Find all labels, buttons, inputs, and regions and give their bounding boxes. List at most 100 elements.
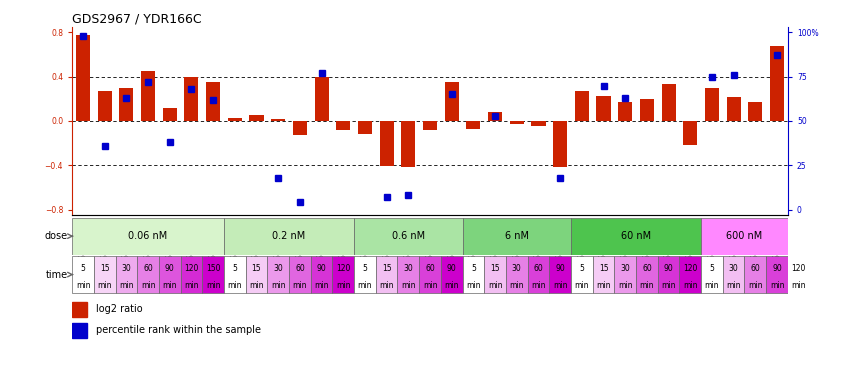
Text: 15: 15 xyxy=(251,264,261,273)
FancyBboxPatch shape xyxy=(202,256,224,293)
Text: min: min xyxy=(380,281,394,290)
Bar xyxy=(98,91,112,121)
Bar xyxy=(184,77,199,121)
Text: 90: 90 xyxy=(317,264,327,273)
Bar xyxy=(575,91,589,121)
Text: GDS2967 / YDR166C: GDS2967 / YDR166C xyxy=(72,13,202,26)
Text: min: min xyxy=(271,281,285,290)
FancyBboxPatch shape xyxy=(658,256,679,293)
Text: 15: 15 xyxy=(100,264,110,273)
Bar xyxy=(640,99,654,121)
Text: 150: 150 xyxy=(206,264,221,273)
Bar xyxy=(748,102,762,121)
Text: min: min xyxy=(401,281,415,290)
Text: min: min xyxy=(445,281,459,290)
Text: 5: 5 xyxy=(471,264,475,273)
Text: 90: 90 xyxy=(447,264,457,273)
FancyBboxPatch shape xyxy=(138,256,159,293)
FancyBboxPatch shape xyxy=(593,256,615,293)
Text: 90: 90 xyxy=(772,264,782,273)
Text: 60: 60 xyxy=(425,264,435,273)
Text: min: min xyxy=(466,281,481,290)
FancyBboxPatch shape xyxy=(224,256,245,293)
Text: dose: dose xyxy=(45,231,68,241)
Text: min: min xyxy=(162,281,177,290)
Text: min: min xyxy=(98,281,112,290)
Text: 120: 120 xyxy=(683,264,698,273)
Text: min: min xyxy=(727,281,741,290)
FancyBboxPatch shape xyxy=(333,256,354,293)
Text: 0.6 nM: 0.6 nM xyxy=(391,231,424,241)
Text: 60: 60 xyxy=(533,264,543,273)
Text: min: min xyxy=(683,281,698,290)
Bar xyxy=(553,121,567,167)
FancyBboxPatch shape xyxy=(484,256,506,293)
FancyBboxPatch shape xyxy=(181,256,202,293)
Text: 90: 90 xyxy=(555,264,565,273)
Text: 120: 120 xyxy=(336,264,351,273)
Text: 90: 90 xyxy=(664,264,673,273)
Text: 30: 30 xyxy=(273,264,283,273)
FancyBboxPatch shape xyxy=(289,256,311,293)
Text: min: min xyxy=(228,281,242,290)
Text: 30: 30 xyxy=(121,264,132,273)
Text: min: min xyxy=(119,281,133,290)
Text: min: min xyxy=(357,281,372,290)
Bar xyxy=(531,121,546,126)
Text: min: min xyxy=(206,281,221,290)
Text: min: min xyxy=(293,281,307,290)
Text: 15: 15 xyxy=(490,264,500,273)
Bar xyxy=(727,97,740,121)
Text: min: min xyxy=(423,281,437,290)
FancyBboxPatch shape xyxy=(549,256,571,293)
FancyBboxPatch shape xyxy=(615,256,636,293)
FancyBboxPatch shape xyxy=(701,256,722,293)
FancyBboxPatch shape xyxy=(506,256,527,293)
FancyBboxPatch shape xyxy=(159,256,181,293)
Bar xyxy=(72,323,87,338)
Bar xyxy=(228,118,242,121)
Text: 60: 60 xyxy=(642,264,652,273)
Bar xyxy=(250,116,263,121)
Text: 5: 5 xyxy=(233,264,237,273)
Bar xyxy=(380,121,394,166)
Text: min: min xyxy=(596,281,610,290)
Text: 30: 30 xyxy=(512,264,521,273)
Bar xyxy=(402,121,415,167)
FancyBboxPatch shape xyxy=(788,256,810,293)
Bar xyxy=(358,121,372,134)
Text: log2 ratio: log2 ratio xyxy=(95,304,142,314)
Bar xyxy=(314,77,329,121)
Bar xyxy=(661,84,676,121)
Text: min: min xyxy=(639,281,654,290)
Text: 60: 60 xyxy=(143,264,153,273)
Bar xyxy=(466,121,481,129)
Bar xyxy=(163,108,177,121)
Bar xyxy=(141,71,155,121)
Text: 90: 90 xyxy=(165,264,175,273)
FancyBboxPatch shape xyxy=(571,256,593,293)
Text: 6 nM: 6 nM xyxy=(505,231,529,241)
Text: min: min xyxy=(141,281,155,290)
Bar xyxy=(509,121,524,124)
Bar xyxy=(336,121,351,130)
FancyBboxPatch shape xyxy=(463,256,484,293)
Text: 60: 60 xyxy=(295,264,305,273)
Text: 0.06 nM: 0.06 nM xyxy=(128,231,168,241)
Text: min: min xyxy=(748,281,762,290)
Text: min: min xyxy=(553,281,567,290)
Text: min: min xyxy=(336,281,351,290)
FancyBboxPatch shape xyxy=(419,256,441,293)
Text: 60: 60 xyxy=(751,264,760,273)
FancyBboxPatch shape xyxy=(224,218,354,255)
FancyBboxPatch shape xyxy=(267,256,289,293)
FancyBboxPatch shape xyxy=(701,218,788,255)
FancyBboxPatch shape xyxy=(72,218,224,255)
Text: min: min xyxy=(184,281,199,290)
Bar xyxy=(597,96,610,121)
FancyBboxPatch shape xyxy=(376,256,397,293)
Text: min: min xyxy=(509,281,524,290)
Text: min: min xyxy=(76,281,90,290)
FancyBboxPatch shape xyxy=(441,256,463,293)
Text: min: min xyxy=(250,281,264,290)
